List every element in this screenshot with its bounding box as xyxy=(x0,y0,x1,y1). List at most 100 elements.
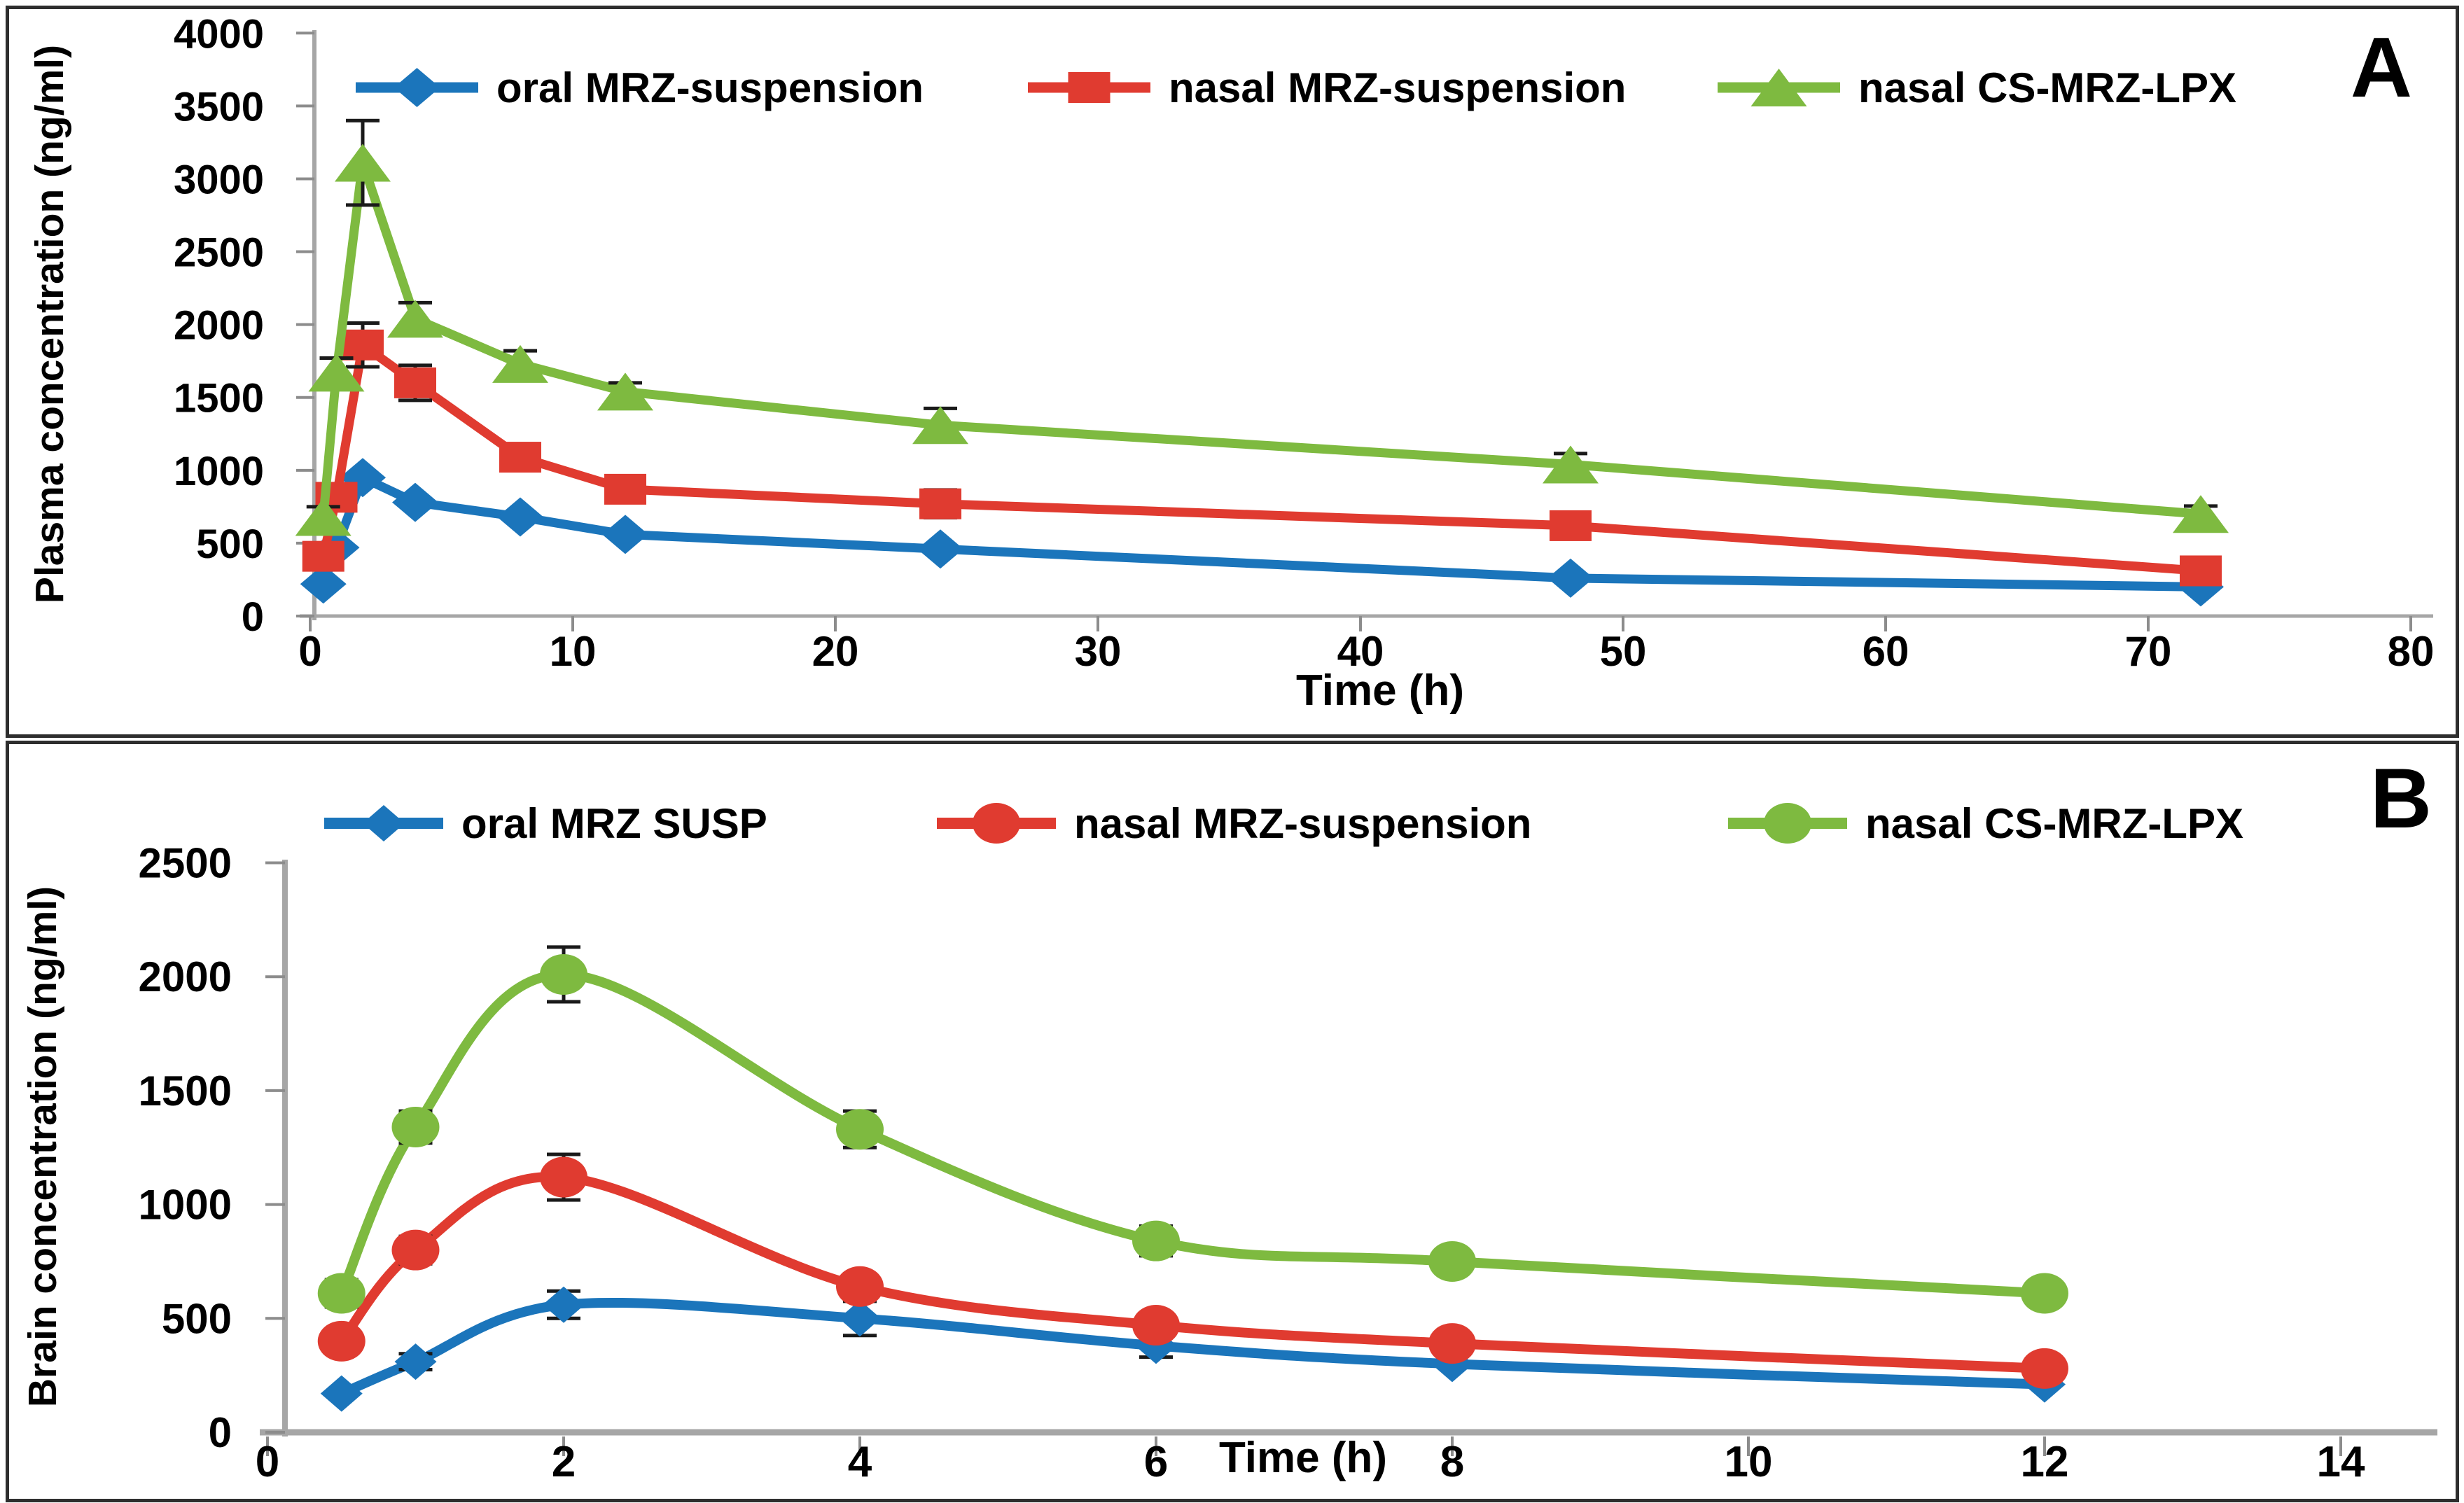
y-tick-label: 3000 xyxy=(174,157,264,202)
panel-a: 0 500 1000 1500 2000 2500 3000 3500 4000 0 10 20 30 4… xyxy=(6,6,2459,738)
data-point-marker-circle xyxy=(1764,803,1811,844)
data-point-marker-diamond xyxy=(1547,558,1594,598)
series-line xyxy=(319,158,2206,522)
data-point-marker-square xyxy=(2180,555,2222,587)
data-point-marker-circle xyxy=(1132,1305,1180,1346)
y-tick-label: 2500 xyxy=(139,840,232,887)
series-line xyxy=(336,1171,2049,1373)
panel-b-plot: 0 500 1000 1500 2000 2500 0 2 4 6 8 10 12 14 Time (h) o… xyxy=(139,800,2437,1486)
x-axis-title: Time (h) xyxy=(1219,1434,1387,1482)
legend-label: nasal MRZ-suspension xyxy=(1074,800,1531,847)
data-point-marker-diamond xyxy=(320,1375,363,1412)
data-point-marker-triangle xyxy=(597,372,653,411)
data-point-marker-circle xyxy=(391,1106,440,1147)
data-point-marker-triangle xyxy=(308,354,365,392)
panel-a-plot: 0 500 1000 1500 2000 2500 3000 3500 4000 0 10 20 30 4… xyxy=(174,11,2435,675)
x-tick-label: 40 xyxy=(1337,628,1384,675)
series-line xyxy=(319,340,2206,575)
panel-b-y-axis-title: Brain concentration (ng/ml) xyxy=(20,886,65,1408)
y-tick-label: 0 xyxy=(242,594,264,640)
y-tick-label: 3500 xyxy=(174,84,264,130)
data-point-marker-circle xyxy=(1132,1220,1180,1261)
y-tick-label: 1500 xyxy=(139,1068,232,1114)
y-tick-label: 2000 xyxy=(174,303,264,349)
panel-a-y-axis-title: Plasma concentration (ng/ml) xyxy=(27,44,72,604)
data-point-marker-square xyxy=(919,488,961,519)
x-tick-label: 12 xyxy=(2021,1438,2069,1486)
x-tick-label: 70 xyxy=(2125,628,2172,675)
y-tick-label: 500 xyxy=(162,1295,232,1342)
data-point-marker-circle xyxy=(317,1320,366,1362)
data-point-marker-square xyxy=(1550,510,1592,541)
legend-label: nasal CS-MRZ-LPX xyxy=(1858,64,2236,111)
x-tick-label: 0 xyxy=(256,1438,279,1486)
data-point-marker-diamond xyxy=(394,1343,437,1380)
y-tick-label: 1000 xyxy=(139,1182,232,1229)
data-point-marker-circle xyxy=(317,1273,366,1314)
series-line xyxy=(336,969,2049,1299)
legend-label: oral MRZ SUSP xyxy=(461,800,767,847)
data-point-marker-circle xyxy=(540,1156,587,1198)
y-tick-label: 2500 xyxy=(174,230,264,276)
y-tick-label: 2000 xyxy=(139,953,232,1000)
x-tick-label: 14 xyxy=(2317,1438,2365,1486)
y-tick-label: 500 xyxy=(196,522,264,567)
data-point-marker-diamond xyxy=(917,529,963,569)
x-tick-label: 2 xyxy=(552,1438,576,1486)
data-point-marker-square xyxy=(394,367,436,398)
data-point-marker-square xyxy=(342,329,384,361)
data-point-marker-triangle xyxy=(2173,495,2229,533)
data-point-marker-circle xyxy=(2021,1348,2068,1389)
panel-a-letter: A xyxy=(2350,20,2412,115)
data-point-marker-triangle xyxy=(335,144,391,182)
data-point-marker-square xyxy=(1068,72,1111,103)
data-point-marker-circle xyxy=(1428,1323,1476,1364)
data-point-marker-circle xyxy=(540,953,587,995)
data-point-marker-diamond xyxy=(602,515,648,554)
y-tick-label: 0 xyxy=(209,1409,232,1456)
legend-label: oral MRZ-suspension xyxy=(496,64,924,111)
data-point-marker-square xyxy=(604,473,646,505)
legend-label: nasal MRZ-suspension xyxy=(1169,64,1626,111)
data-point-marker-circle xyxy=(973,803,1020,844)
data-point-marker-circle xyxy=(391,1229,440,1271)
x-tick-label: 10 xyxy=(1725,1438,1773,1486)
data-point-marker-diamond xyxy=(363,805,405,841)
x-tick-label: 6 xyxy=(1144,1438,1168,1486)
data-point-marker-triangle xyxy=(912,406,968,445)
data-point-marker-triangle xyxy=(1750,69,1807,106)
series-line xyxy=(336,1297,2049,1399)
data-point-marker-diamond xyxy=(300,564,347,604)
data-point-marker-triangle xyxy=(295,498,351,536)
data-point-marker-circle xyxy=(836,1266,884,1307)
x-tick-label: 80 xyxy=(2388,628,2435,675)
data-point-marker-diamond xyxy=(392,482,438,522)
data-point-marker-diamond xyxy=(543,1286,585,1323)
x-tick-label: 4 xyxy=(848,1438,872,1486)
x-tick-label: 30 xyxy=(1075,628,1122,675)
y-tick-label: 1500 xyxy=(174,376,264,421)
data-point-marker-diamond xyxy=(497,497,543,537)
data-point-marker-square xyxy=(302,540,344,572)
x-tick-label: 60 xyxy=(1863,628,1909,675)
x-tick-label: 8 xyxy=(1440,1438,1464,1486)
panel-a-x-axis-title: Time (h) xyxy=(1296,666,1464,715)
data-point-marker-circle xyxy=(1428,1240,1476,1282)
data-point-marker-triangle xyxy=(492,344,548,383)
data-point-marker-circle xyxy=(836,1109,884,1150)
x-tick-label: 50 xyxy=(1600,628,1647,675)
x-tick-label: 20 xyxy=(812,628,859,675)
panel-b-letter: B xyxy=(2369,750,2432,846)
data-point-marker-diamond xyxy=(839,1300,881,1337)
data-point-marker-square xyxy=(499,442,541,473)
legend-label: nasal CS-MRZ-LPX xyxy=(1865,800,2243,847)
x-tick-label: 0 xyxy=(298,628,321,675)
y-tick-label: 1000 xyxy=(174,449,264,494)
data-point-marker-diamond xyxy=(394,68,440,107)
x-tick-label: 10 xyxy=(550,628,597,675)
y-tick-label: 4000 xyxy=(174,11,264,57)
data-point-marker-triangle xyxy=(387,300,443,338)
panel-b: 0 500 1000 1500 2000 2500 0 2 4 6 8 10 12 14 Time (h) o… xyxy=(6,741,2459,1502)
data-point-marker-triangle xyxy=(1543,445,1599,484)
data-point-marker-circle xyxy=(2021,1273,2068,1314)
